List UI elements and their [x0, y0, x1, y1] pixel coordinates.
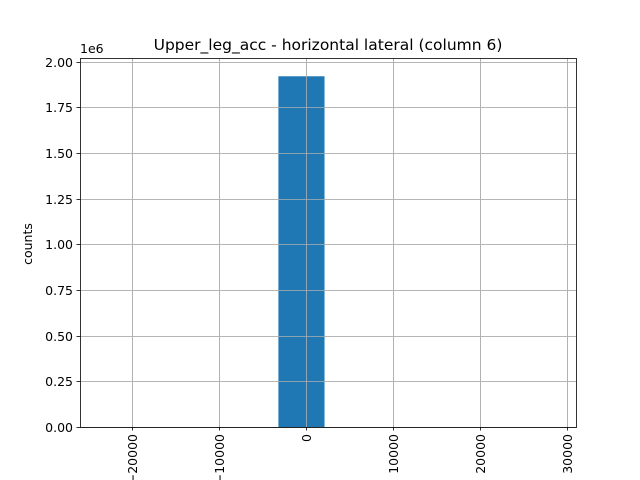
- histogram-bar-0: [278, 76, 325, 427]
- y-offset-label: 1e6: [80, 41, 104, 56]
- grid-lines: [80, 58, 576, 428]
- y-tick-label-3: 0.75: [45, 283, 73, 298]
- y-tick-label-5: 1.25: [45, 192, 73, 207]
- x-tick-label-2: 0: [299, 434, 314, 442]
- x-tick-label-3: 10000: [386, 434, 401, 474]
- plot-frame: [80, 58, 577, 428]
- y-axis-label: counts: [20, 223, 35, 265]
- axes: 0.00 0.25 0.50 0.75 1.00 1.25 1.50 1.75 2.00 −200…: [45, 55, 577, 480]
- x-tick-label-0: −20000: [125, 434, 140, 480]
- y-tick-label-7: 1.75: [45, 100, 73, 115]
- y-tick-label-0: 0.00: [45, 420, 73, 435]
- x-tick-label-4: 20000: [473, 434, 488, 474]
- y-tick-label-2: 0.50: [45, 329, 73, 344]
- x-tick-label-1: −10000: [212, 434, 227, 480]
- y-tick-label-4: 1.00: [45, 237, 73, 252]
- y-tick-label-1: 0.25: [45, 374, 73, 389]
- bars: [278, 76, 325, 427]
- x-tick-label-5: 30000: [560, 434, 575, 474]
- chart-title: Upper_leg_acc - horizontal lateral (colu…: [154, 36, 503, 55]
- y-tick-label-6: 1.50: [45, 146, 73, 161]
- grid-lines-over-bars: [80, 58, 576, 428]
- y-tick-label-8: 2.00: [45, 55, 73, 70]
